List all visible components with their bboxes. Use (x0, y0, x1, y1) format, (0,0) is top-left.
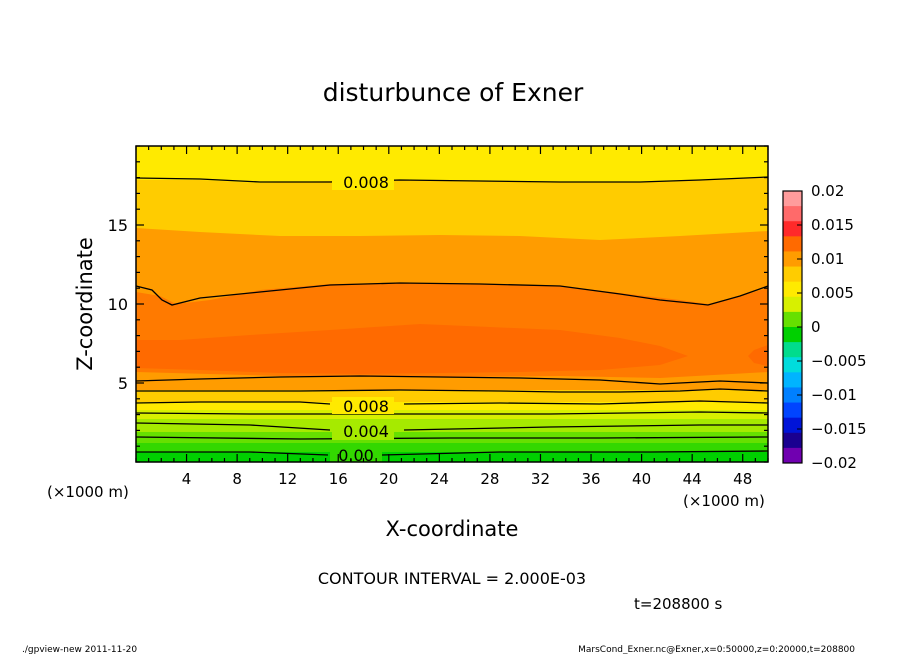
y-tick-label: 10 (108, 295, 128, 314)
colorbar-swatch (783, 311, 802, 328)
colorbar-swatch (783, 296, 802, 313)
contour-0.004 (136, 422, 768, 431)
band-yellow-low (136, 390, 768, 402)
x-tick-label: 12 (278, 470, 297, 488)
footer-left: ./gpview-new 2011-11-20 (22, 645, 137, 654)
colorbar-tick-label: 0.005 (811, 284, 854, 302)
x-tick-label: 20 (379, 470, 398, 488)
contour-label-0.00: 0.00 (338, 446, 374, 465)
contour-label-0.004: 0.004 (343, 422, 389, 441)
colorbar-tick-label: 0 (811, 318, 821, 336)
y-axis-ticks: 5 10 15 (108, 145, 768, 463)
contour-0.008-top (136, 176, 768, 183)
contour-0.00 (136, 450, 768, 456)
y-tick-label: 15 (108, 216, 128, 235)
colorbar-tick-label: −0.01 (811, 386, 857, 404)
band-deepgreen (136, 452, 768, 462)
band-core-right (748, 345, 768, 366)
y-axis-label: Z-coordinate (73, 237, 97, 371)
colorbar-swatch (783, 206, 802, 222)
label-bg-2 (332, 397, 394, 414)
x-tick-label: 8 (232, 470, 242, 488)
contour-low-1 (136, 375, 768, 385)
colorbar-swatch (783, 251, 802, 268)
band-greener (136, 443, 768, 452)
colorbar-tick-label: −0.015 (811, 420, 867, 438)
label-bg-4 (330, 448, 382, 462)
contour-label-0.008-top: 0.008 (343, 173, 389, 192)
x-tick-label: 32 (531, 470, 550, 488)
colorbar-tick-label: 0.02 (811, 182, 844, 200)
band-yellow (136, 402, 768, 410)
contour-low-2 (136, 388, 768, 393)
contour-lines (136, 176, 768, 456)
contour-0.006 (136, 411, 768, 415)
band-core (136, 324, 688, 374)
contour-field (136, 146, 768, 462)
band-lightgreen (136, 419, 768, 432)
contour-0.008-low (136, 400, 768, 405)
x-tick-label: 28 (480, 470, 499, 488)
colorbar-swatch (783, 327, 802, 343)
x-unit-right: (×1000 m) (683, 492, 765, 510)
x-tick-label: 24 (430, 470, 449, 488)
x-axis-ticks: 4 8 12 16 20 24 28 32 36 40 44 48 (135, 146, 769, 488)
colorbar-swatch (783, 432, 802, 449)
x-tick-label: 48 (733, 470, 752, 488)
label-bg-1 (332, 172, 394, 190)
x-tick-label: 44 (683, 470, 702, 488)
y-tick-label: 5 (118, 374, 128, 393)
contour-labels: 0.008 0.008 0.004 0.00 (338, 173, 389, 465)
colorbar-swatch (783, 191, 802, 207)
colorbar-swatch (783, 342, 802, 358)
x-tick-label: 40 (632, 470, 651, 488)
x-tick-label: 4 (182, 470, 192, 488)
colorbar-swatch (783, 447, 802, 464)
contour-label-0.008-low: 0.008 (343, 397, 389, 416)
colorbar-swatch (783, 221, 802, 237)
chart-title: disturbunce of Exner (323, 78, 584, 107)
colorbar-swatch (783, 236, 802, 252)
colorbar-swatch (783, 387, 802, 404)
contour-0.01 (136, 282, 768, 306)
time-label: t=208800 s (634, 595, 722, 613)
colorbar (782, 190, 803, 464)
colorbar-tick-label: −0.02 (811, 454, 857, 472)
colorbar-swatch (783, 372, 802, 388)
contour-0.002 (136, 436, 768, 440)
x-tick-label: 36 (581, 470, 600, 488)
footer-right: MarsCond_Exner.nc@Exner,x=0:50000,z=0:20… (578, 645, 855, 654)
label-bg-3 (332, 423, 394, 440)
colorbar-swatch (783, 266, 802, 283)
colorbar-tick-label: 0.01 (811, 250, 844, 268)
x-tick-label: 16 (329, 470, 348, 488)
colorbar-swatch (783, 402, 802, 419)
colorbar-ticks: 0.02 0.015 0.01 0.005 0 −0.005 −0.01 −0.015 −0.0… (797, 182, 867, 472)
colorbar-tick-label: −0.005 (811, 352, 867, 370)
colorbar-tick-label: 0.015 (811, 216, 854, 234)
x-axis-label: X-coordinate (386, 517, 519, 541)
colorbar-swatch (783, 417, 802, 434)
colorbar-swatch (783, 357, 802, 373)
x-unit-left: (×1000 m) (47, 483, 129, 501)
contour-interval: CONTOUR INTERVAL = 2.000E-03 (318, 569, 586, 588)
colorbar-swatch (783, 281, 802, 298)
